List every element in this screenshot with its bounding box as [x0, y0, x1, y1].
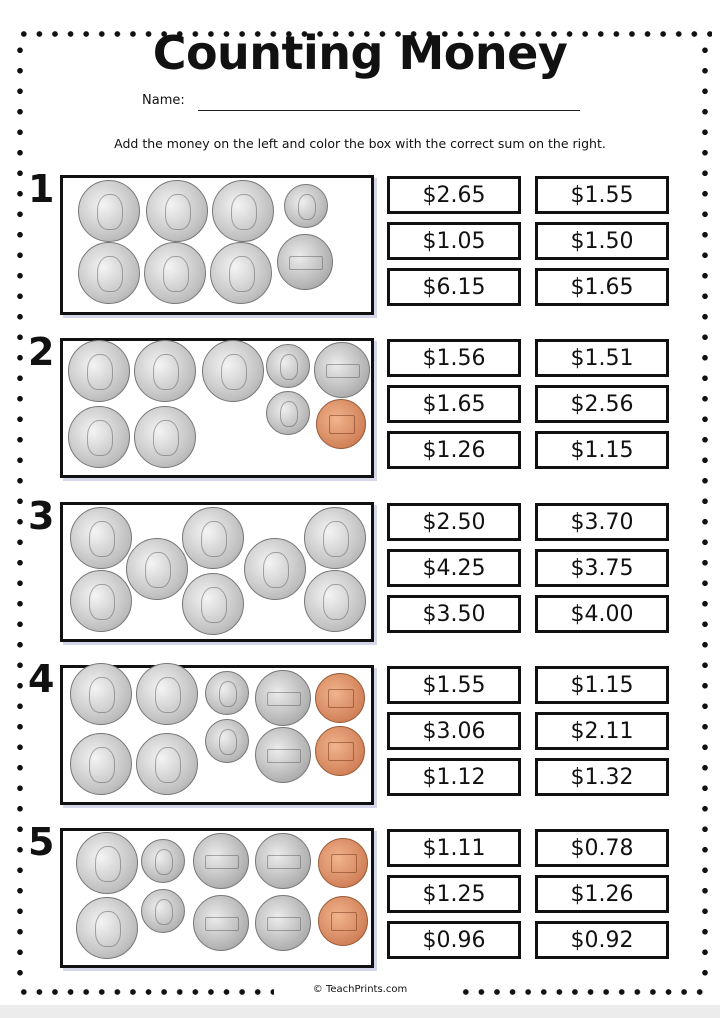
coin-box [60, 175, 374, 315]
quarter-coin-icon [210, 242, 272, 304]
problem-number: 1 [28, 167, 55, 211]
dotted-border-bottom-right [458, 988, 712, 996]
answer-choice-box[interactable]: $1.05 [387, 222, 521, 260]
quarter-coin-icon [76, 832, 138, 894]
answer-choice-box[interactable]: $3.50 [387, 595, 521, 633]
answer-choice-box[interactable]: $4.00 [535, 595, 669, 633]
answer-choice-box[interactable]: $4.25 [387, 549, 521, 587]
penny-coin-icon [318, 896, 368, 946]
dime-coin-icon [205, 671, 249, 715]
copyright-footer: © TeachPrints.com [312, 984, 408, 995]
quarter-coin-icon [182, 573, 244, 635]
quarter-coin-icon [134, 340, 196, 402]
quarter-coin-icon [136, 733, 198, 795]
nickel-coin-icon [255, 833, 311, 889]
coin-box [60, 338, 374, 478]
answer-choice-box[interactable]: $3.70 [535, 503, 669, 541]
dotted-border-top [16, 30, 712, 38]
dime-coin-icon [205, 719, 249, 763]
penny-coin-icon [315, 726, 365, 776]
quarter-coin-icon [76, 897, 138, 959]
nickel-coin-icon [255, 895, 311, 951]
answer-choice-box[interactable]: $1.26 [387, 431, 521, 469]
answer-choice-box[interactable]: $1.26 [535, 875, 669, 913]
problem-number: 2 [28, 330, 55, 374]
answer-choice-box[interactable]: $1.56 [387, 339, 521, 377]
quarter-coin-icon [68, 340, 130, 402]
dotted-border-right [701, 40, 709, 990]
answer-choice-box[interactable]: $1.11 [387, 829, 521, 867]
dime-coin-icon [266, 344, 310, 388]
problem-number: 5 [28, 820, 55, 864]
quarter-coin-icon [70, 570, 132, 632]
nickel-coin-icon [193, 833, 249, 889]
dime-coin-icon [141, 889, 185, 933]
quarter-coin-icon [144, 242, 206, 304]
quarter-coin-icon [68, 406, 130, 468]
quarter-coin-icon [70, 733, 132, 795]
answer-choice-box[interactable]: $2.50 [387, 503, 521, 541]
answer-choice-box[interactable]: $1.55 [387, 666, 521, 704]
answer-choice-box[interactable]: $1.25 [387, 875, 521, 913]
quarter-coin-icon [212, 180, 274, 242]
quarter-coin-icon [126, 538, 188, 600]
page-title: Counting Money [152, 26, 568, 80]
problem-number: 3 [28, 494, 55, 538]
dime-coin-icon [284, 184, 328, 228]
answer-choice-box[interactable]: $3.75 [535, 549, 669, 587]
quarter-coin-icon [146, 180, 208, 242]
quarter-coin-icon [244, 538, 306, 600]
answer-choice-box[interactable]: $1.15 [535, 666, 669, 704]
problem-number: 4 [28, 657, 55, 701]
quarter-coin-icon [78, 180, 140, 242]
answer-choice-box[interactable]: $0.92 [535, 921, 669, 959]
dime-coin-icon [141, 839, 185, 883]
quarter-coin-icon [182, 507, 244, 569]
answer-choice-box[interactable]: $2.56 [535, 385, 669, 423]
quarter-coin-icon [304, 507, 366, 569]
penny-coin-icon [316, 399, 366, 449]
dime-coin-icon [266, 391, 310, 435]
coin-box [60, 502, 374, 642]
nickel-coin-icon [277, 234, 333, 290]
quarter-coin-icon [136, 663, 198, 725]
answer-choice-box[interactable]: $0.96 [387, 921, 521, 959]
nickel-coin-icon [193, 895, 249, 951]
answer-choice-box[interactable]: $1.32 [535, 758, 669, 796]
answer-choice-box[interactable]: $0.78 [535, 829, 669, 867]
quarter-coin-icon [78, 242, 140, 304]
answer-choice-box[interactable]: $3.06 [387, 712, 521, 750]
answer-choice-box[interactable]: $1.51 [535, 339, 669, 377]
answer-choice-box[interactable]: $1.50 [535, 222, 669, 260]
answer-choice-box[interactable]: $2.65 [387, 176, 521, 214]
answer-choice-box[interactable]: $1.15 [535, 431, 669, 469]
instructions: Add the money on the left and color the … [114, 136, 606, 151]
name-label: Name: [142, 93, 185, 108]
nickel-coin-icon [255, 670, 311, 726]
quarter-coin-icon [70, 663, 132, 725]
page-bottom-edge [0, 1005, 720, 1018]
coin-box [60, 663, 374, 805]
answer-choice-box[interactable]: $6.15 [387, 268, 521, 306]
dotted-border-left [16, 40, 24, 990]
answer-choice-box[interactable]: $1.55 [535, 176, 669, 214]
answer-choice-box[interactable]: $1.12 [387, 758, 521, 796]
quarter-coin-icon [202, 340, 264, 402]
quarter-coin-icon [304, 570, 366, 632]
penny-coin-icon [318, 838, 368, 888]
nickel-coin-icon [255, 727, 311, 783]
quarter-coin-icon [134, 406, 196, 468]
nickel-coin-icon [314, 342, 370, 398]
quarter-coin-icon [70, 507, 132, 569]
name-field[interactable] [198, 110, 580, 111]
answer-choice-box[interactable]: $1.65 [387, 385, 521, 423]
dotted-border-bottom-left [16, 988, 274, 996]
coin-box [60, 828, 374, 968]
answer-choice-box[interactable]: $2.11 [535, 712, 669, 750]
penny-coin-icon [315, 673, 365, 723]
answer-choice-box[interactable]: $1.65 [535, 268, 669, 306]
